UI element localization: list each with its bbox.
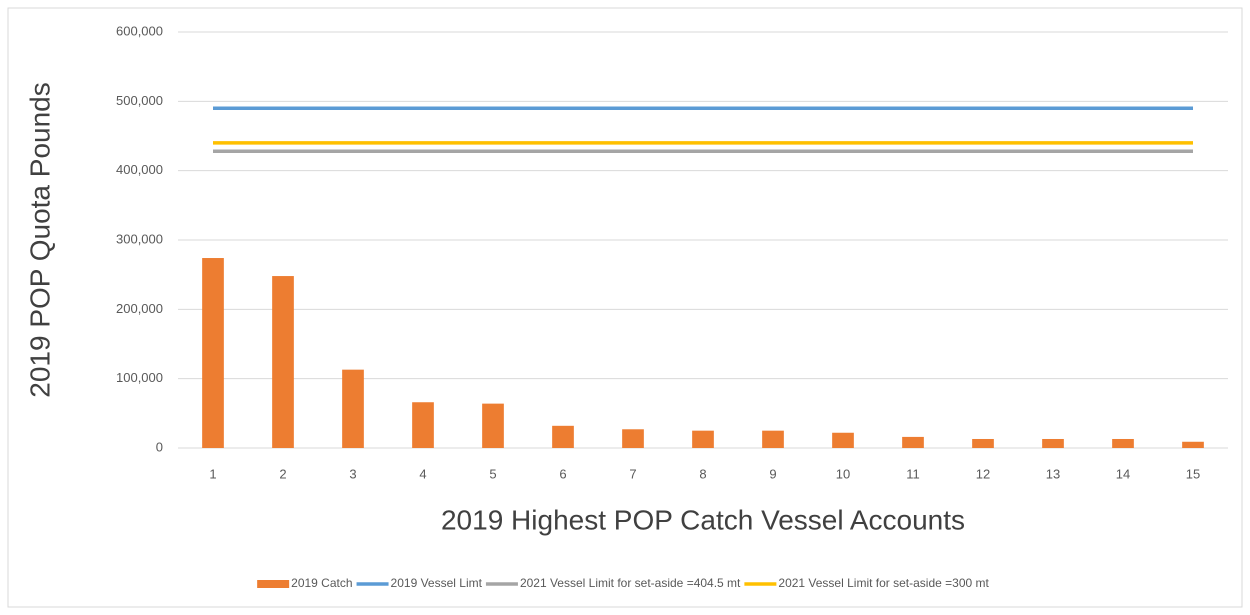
bar — [552, 425, 574, 448]
x-tick-label: 13 — [1046, 466, 1060, 481]
legend-label: 2019 Vessel Limt — [391, 576, 483, 590]
y-tick-label: 0 — [156, 439, 163, 454]
bar — [1112, 438, 1134, 448]
bar — [832, 432, 854, 448]
bar — [482, 403, 504, 448]
x-tick-label: 11 — [906, 466, 920, 481]
bar — [202, 258, 224, 448]
x-tick-label: 10 — [836, 466, 850, 481]
y-tick-label: 100,000 — [116, 370, 163, 385]
legend-swatch — [257, 580, 290, 588]
y-tick-label: 400,000 — [116, 162, 163, 177]
legend: 2019 Catch 2019 Vessel Limt 2021 Vessel Li… — [257, 576, 990, 590]
x-tick-label: 3 — [349, 466, 356, 481]
y-axis-label: 2019 POP Quota Pounds — [24, 82, 55, 398]
x-axis-label: 2019 Highest POP Catch Vessel Accounts — [441, 504, 965, 535]
x-tick-label: 6 — [559, 466, 566, 481]
bar — [762, 430, 784, 448]
bar — [972, 438, 994, 448]
x-tick-label: 12 — [976, 466, 990, 481]
bar — [692, 430, 714, 448]
y-tick-label: 600,000 — [116, 23, 163, 38]
y-tick-label: 300,000 — [116, 231, 163, 246]
legend-label: 2019 Catch — [291, 576, 352, 590]
bar — [1042, 438, 1064, 448]
x-tick-label: 5 — [489, 466, 496, 481]
y-tick-label: 200,000 — [116, 301, 163, 316]
y-tick-label: 500,000 — [116, 93, 163, 108]
legend-label: 2021 Vessel Limit for set-aside =404.5 m… — [520, 576, 741, 590]
bar — [342, 369, 364, 448]
x-tick-label: 2 — [279, 466, 286, 481]
bar — [272, 276, 294, 448]
x-tick-label: 15 — [1186, 466, 1200, 481]
bar — [1182, 441, 1204, 448]
x-tick-label: 7 — [629, 466, 636, 481]
x-tick-label: 8 — [699, 466, 706, 481]
bar — [622, 429, 644, 448]
x-tick-label: 9 — [769, 466, 776, 481]
x-tick-label: 4 — [419, 466, 426, 481]
legend-label: 2021 Vessel Limit for set-aside =300 mt — [778, 576, 989, 590]
x-tick-label: 1 — [209, 466, 216, 481]
bar — [902, 436, 924, 448]
bar — [412, 402, 434, 448]
x-tick-label: 14 — [1116, 466, 1130, 481]
